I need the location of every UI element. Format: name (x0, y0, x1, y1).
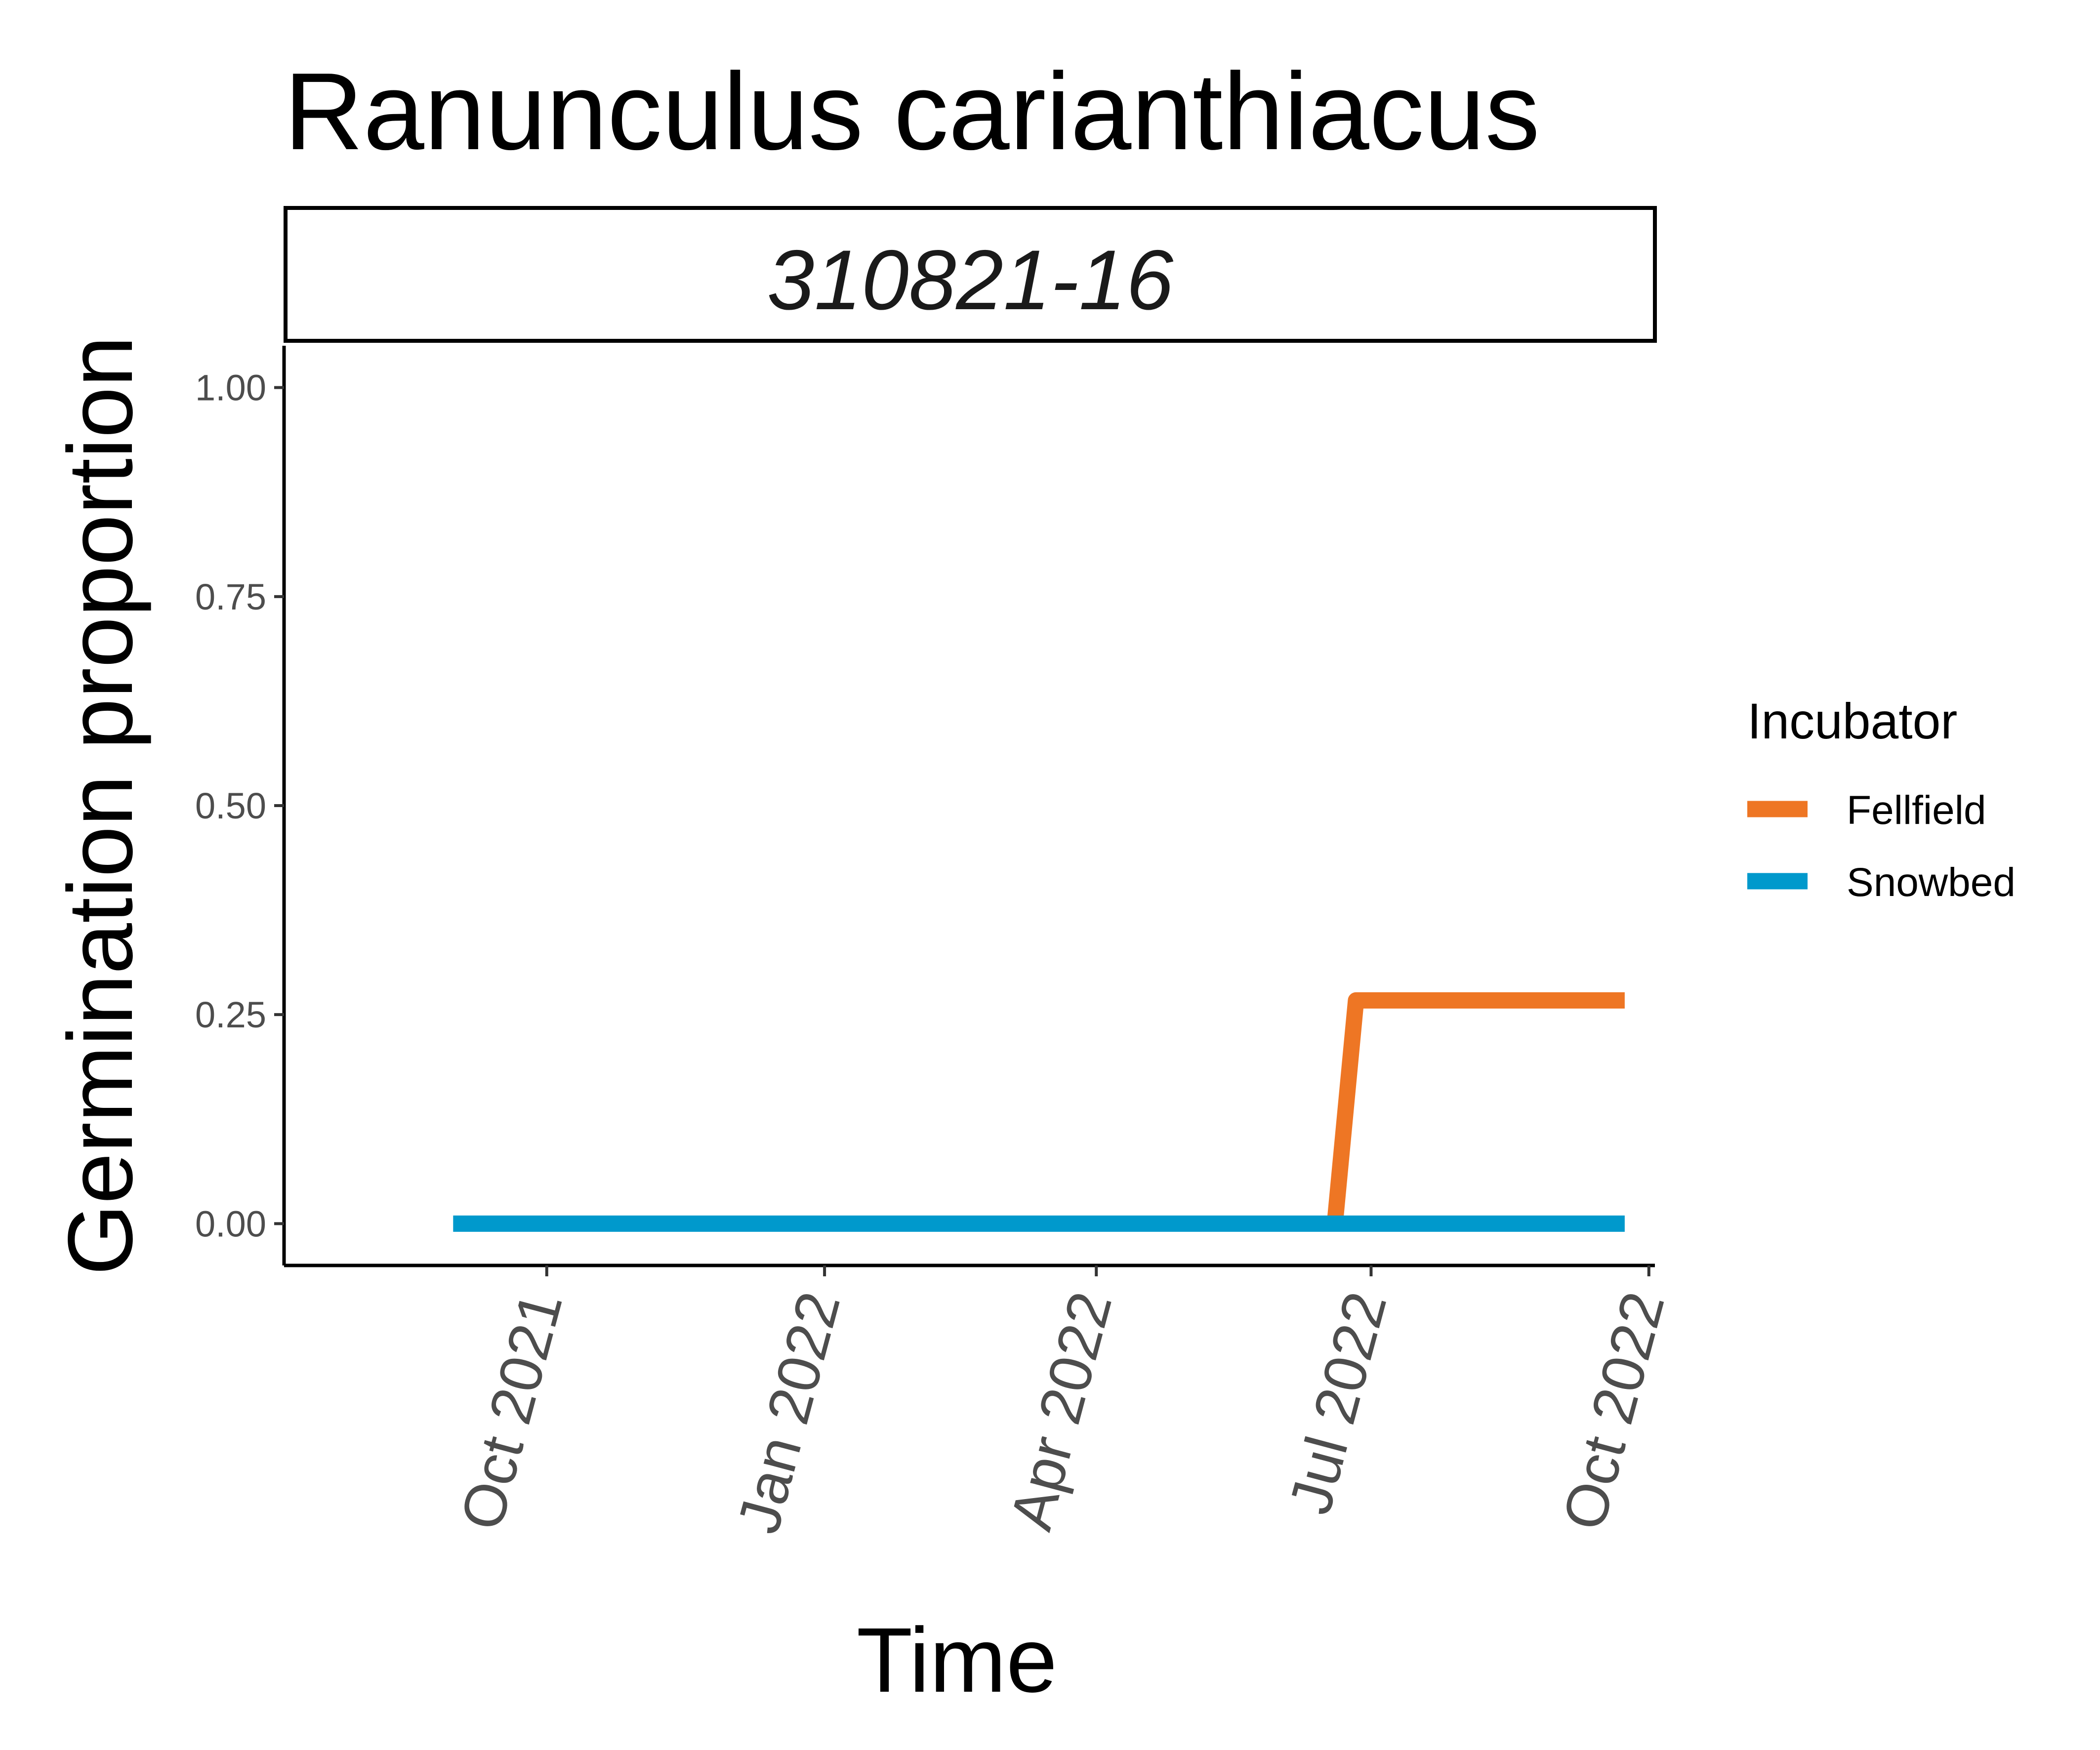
x-tick-label: Oct 2022 (1549, 1285, 1677, 1537)
y-tick-label: 0.00 (195, 1203, 266, 1244)
facet-strip-label: 310821-16 (767, 233, 1174, 327)
y-axis-ticks: 0.00 0.25 0.50 0.75 1.00 (195, 367, 284, 1244)
series-line-fellfield (1326, 992, 1625, 1224)
x-axis-ticks: Oct 2021 Jan 2022 Apr 2022 Jul 2022 Oct 2022 (447, 1265, 1677, 1540)
x-tick-label: Jul 2022 (1276, 1285, 1400, 1521)
y-tick-label: 0.75 (195, 576, 266, 617)
facet-strip (284, 206, 1657, 343)
legend-title: Incubator (1747, 693, 1957, 749)
legend-label-snowbed: Snowbed (1847, 860, 2016, 905)
x-tick-label: Oct 2021 (447, 1285, 575, 1537)
x-tick-label: Jan 2022 (724, 1285, 853, 1540)
legend: Incubator Fellfield Snowbed (1747, 693, 2016, 905)
y-tick-label: 1.00 (195, 367, 266, 408)
y-axis-title: Germination proportion (49, 336, 152, 1275)
legend-label-fellfield: Fellfield (1847, 788, 1986, 833)
chart-title: Ranunculus carianthiacus (284, 50, 1540, 173)
legend-items: Fellfield Snowbed (1747, 788, 2016, 905)
x-tick-label: Apr 2022 (997, 1285, 1124, 1537)
y-tick-label: 0.25 (195, 994, 266, 1035)
x-axis-title: Time (857, 1609, 1057, 1711)
series-lines (453, 992, 1625, 1232)
y-tick-label: 0.50 (195, 785, 266, 826)
